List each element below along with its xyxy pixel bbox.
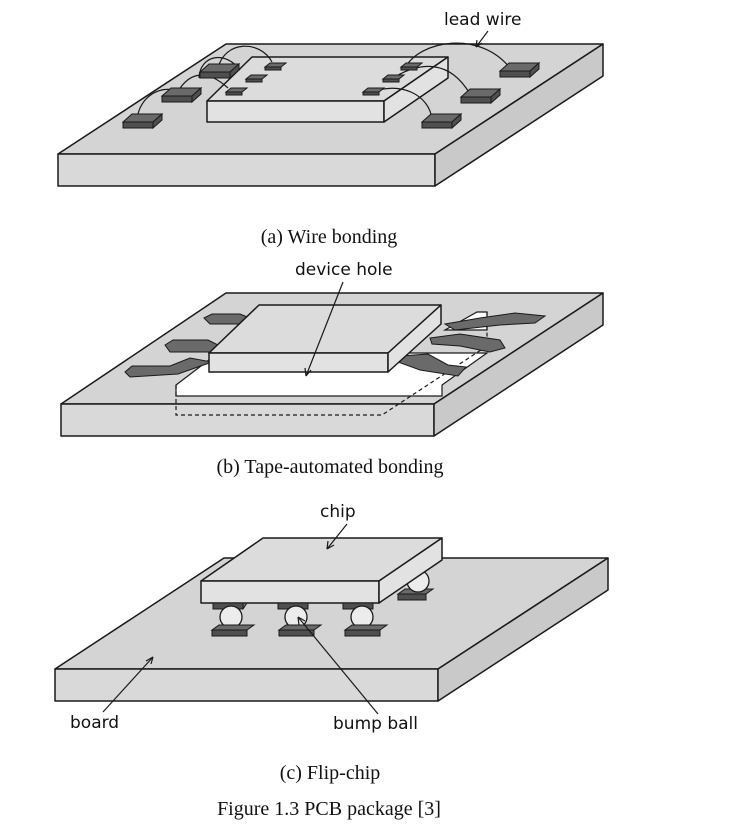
bump-ball-label: bump ball	[333, 714, 418, 734]
figure-caption: Figure 1.3 PCB package [3]	[217, 798, 441, 820]
wire-bonding-diagram: lead wire	[57, 10, 604, 187]
wb-chip-front	[206, 100, 385, 123]
chip-arrowhead	[326, 540, 335, 550]
chip-label: chip	[320, 502, 356, 522]
device-hole-arrowhead	[304, 367, 312, 377]
device-hole-arrow	[305, 281, 344, 377]
fc-chip-front	[200, 580, 380, 604]
board-arrow	[102, 656, 154, 713]
tab-chip-right	[387, 304, 442, 373]
bump-ball-arrowhead	[297, 616, 306, 626]
wb-chip-pads	[224, 62, 424, 96]
device-hole-outline	[175, 312, 488, 416]
chip-arrow	[326, 523, 348, 550]
lead-wire-arrowhead	[475, 39, 483, 48]
fc-board-front	[54, 668, 439, 702]
wb-wire-6	[389, 65, 471, 95]
wb-pads	[121, 61, 541, 130]
fc-chip-right	[378, 537, 443, 604]
tab-board-right	[433, 292, 604, 437]
caption-b: (b) Tape-automated bonding	[216, 456, 443, 478]
bump-ball-arrow	[297, 616, 379, 715]
caption-a: (a) Wire bonding	[261, 226, 398, 248]
tab-board-front	[60, 403, 435, 437]
tape-automated-bonding-diagram: device hole	[60, 260, 604, 437]
flip-chip-diagram: chip board bump ball	[54, 502, 609, 734]
tab-leads	[124, 312, 547, 378]
wb-board-front	[57, 153, 436, 187]
wb-board-right	[434, 43, 604, 187]
fc-bumps-front	[210, 602, 389, 637]
caption-c: (c) Flip-chip	[280, 762, 381, 784]
lead-wire-label: lead wire	[444, 10, 522, 30]
device-hole-label: device hole	[295, 260, 393, 280]
tab-chip-front	[208, 352, 389, 373]
wb-chip-right	[383, 56, 449, 123]
wb-wire-5	[404, 42, 511, 69]
board-arrowhead	[145, 656, 154, 665]
lead-wire-arrow	[475, 30, 489, 48]
wb-wire-4	[217, 45, 273, 69]
board-label: board	[70, 713, 119, 733]
fc-board-right	[437, 557, 609, 702]
